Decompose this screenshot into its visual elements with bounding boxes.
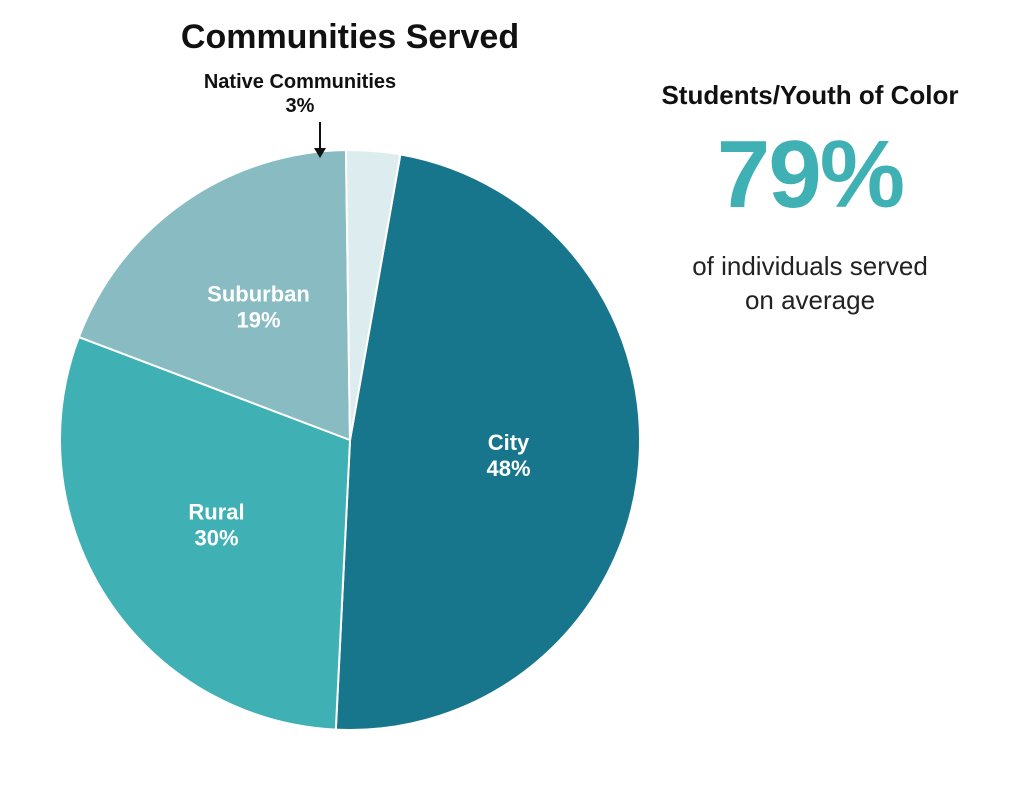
slice-percent-rural: 30% — [195, 525, 239, 550]
pie-chart: City48% Rural30% Suburban19% — [0, 0, 1024, 786]
callout-label-text: Native Communities — [170, 70, 430, 94]
slice-label-rural: Rural — [188, 499, 244, 524]
slice-label-city: City — [488, 430, 530, 455]
stat-subtext: of individuals served on average — [620, 250, 1000, 318]
chart-container: Communities Served City48%Rural30%Suburb… — [0, 0, 1024, 786]
stat-value: 79% — [620, 120, 1000, 230]
stat-label: Students/Youth of Color — [620, 80, 1000, 111]
callout-percent-text: 3% — [170, 94, 430, 118]
stat-sub-line2: on average — [620, 284, 1000, 318]
callout-native-communities: Native Communities 3% — [170, 70, 430, 118]
slice-percent-suburban: 19% — [236, 307, 280, 332]
slice-label-suburban: Suburban — [207, 281, 310, 306]
stat-sub-line1: of individuals served — [620, 250, 1000, 284]
slice-percent-city: 48% — [486, 456, 530, 481]
